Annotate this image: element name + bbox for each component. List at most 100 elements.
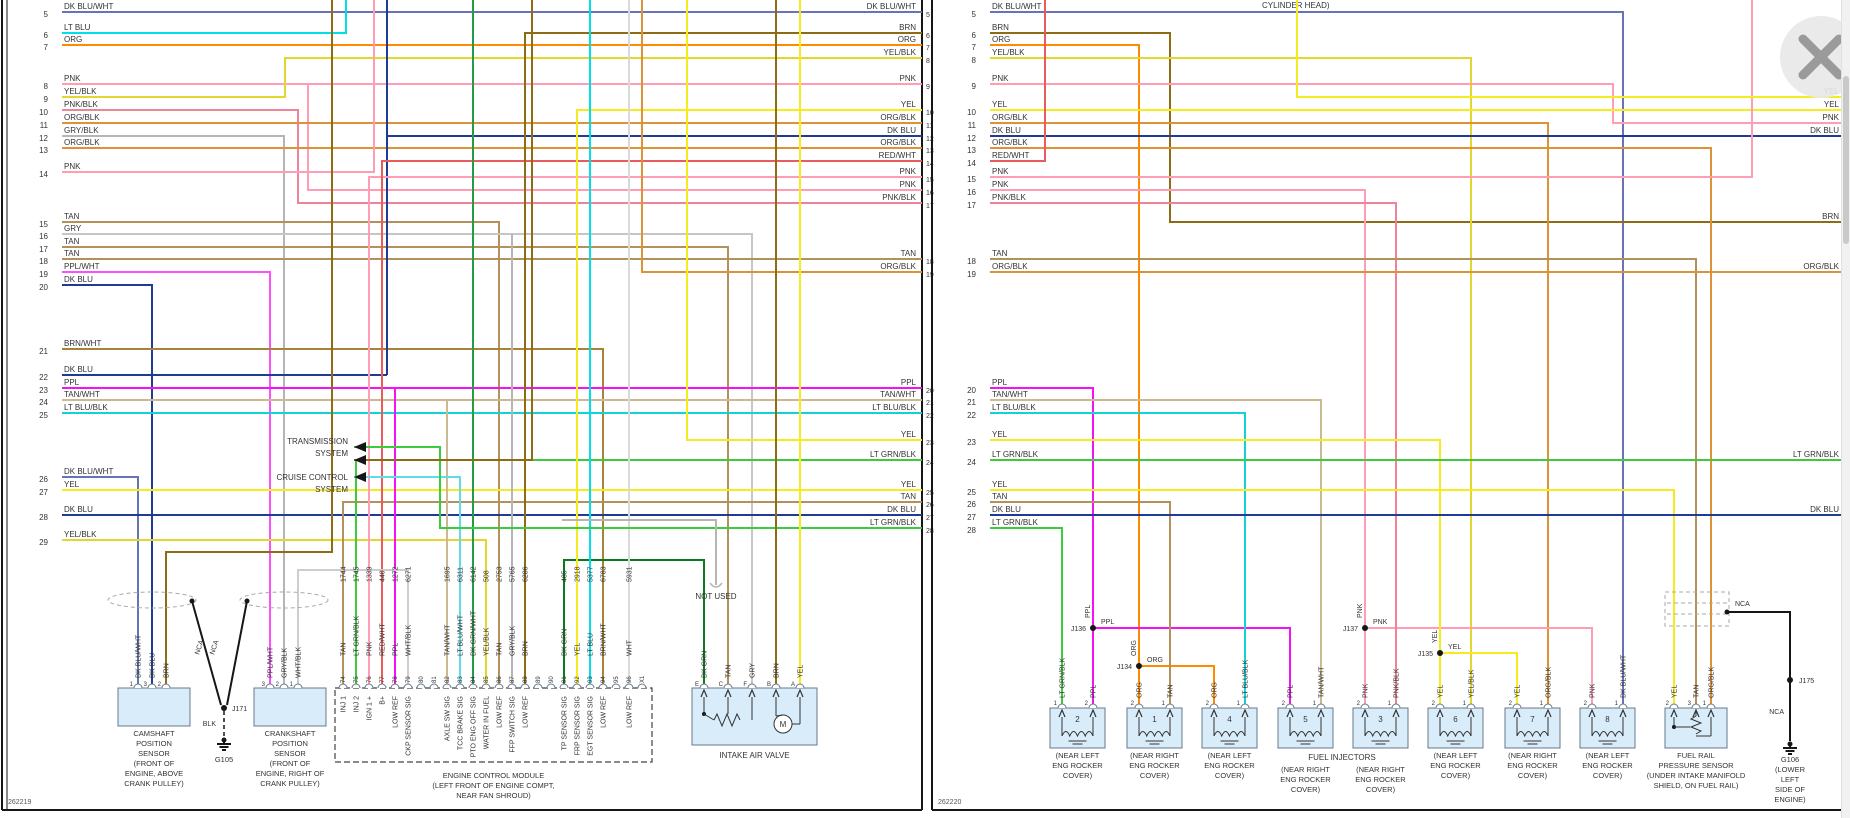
circuit-number: 6142 [471, 566, 478, 582]
coil-icon [1061, 731, 1094, 738]
wire-label: TAN [901, 249, 917, 258]
pin-wire-label: DK BLU [150, 653, 157, 678]
wire-label: RED/WHT [992, 151, 1029, 160]
wire-label: YEL [901, 480, 917, 489]
pin-wire-label: TAN [1168, 685, 1175, 698]
wire-number: 14 [967, 159, 976, 168]
component-caption: SENSOR [274, 749, 306, 758]
coil-icon [1439, 731, 1472, 738]
pin-letter: C [719, 682, 724, 688]
wire-ppl [1093, 627, 1291, 708]
wire-label: DK BLU/WHT [64, 467, 113, 476]
component-caption: (UNDER INTAKE MANIFOLD [1647, 771, 1746, 780]
pin-number: 1 [1540, 701, 1544, 707]
wire-number: 26 [926, 502, 934, 509]
wire-tan [990, 501, 1171, 708]
circuit-number: 1744 [341, 566, 348, 582]
pin-signal-label: AXLE SW SIG [445, 696, 452, 741]
wire-label: DK BLU [992, 126, 1021, 135]
pin-wire-label: ORG/BLK [1709, 667, 1716, 698]
wire-number: 11 [40, 121, 49, 130]
junction-j135 [1437, 650, 1443, 656]
wire-number: 16 [39, 232, 48, 241]
component-caption: COVER) [1215, 771, 1245, 780]
wire-label: DK BLU [992, 505, 1021, 514]
arrow-up-icon [1670, 708, 1678, 718]
wire-gry-blk [562, 519, 717, 585]
wire-number: 16 [926, 190, 934, 197]
wire-label: YEL [992, 430, 1008, 439]
pin-signal-label: FRP SENSOR SIG [575, 696, 582, 755]
wire-label: TAN [992, 249, 1008, 258]
wire-label: YEL [992, 480, 1008, 489]
component-caption: ENGINE CONTROL MODULE [443, 771, 544, 780]
pin-notch [1706, 703, 1716, 709]
pin-wire-label: GRY/BLK [282, 647, 289, 678]
wire-brn [165, 0, 333, 688]
potentiometer-icon [713, 712, 741, 728]
motor-letter: M [780, 720, 787, 729]
diagram-page-right: CYLINDER HEAD) 5 DK BLU/WHT 6 BRN 7 ORG 8 YEL/BL… [931, 0, 1850, 811]
pin-wire-label: TAN [497, 643, 504, 656]
component-caption: INTAKE AIR VALVE [719, 751, 789, 760]
pin-wire-label: BRN [523, 641, 530, 656]
scrollbar[interactable] [1841, 0, 1850, 818]
pin-notch [598, 683, 608, 689]
wire-org-blk [641, 0, 922, 273]
arrow-up-icon [1210, 708, 1218, 718]
wire-label: PPL [992, 378, 1008, 387]
wire-label: ORG/BLK [880, 138, 916, 147]
wire-label: PPL [901, 378, 917, 387]
pin-signal-label: LOW REF [393, 696, 400, 728]
wire-red-wht [990, 0, 1046, 162]
wire-label: ORG/BLK [1803, 262, 1839, 271]
junction-label: J134 [1117, 664, 1132, 671]
pin-number: 85 [484, 676, 490, 683]
pin-number: 2 [1357, 701, 1361, 707]
nca-label: NCA [1735, 601, 1750, 608]
wire-label: TAN/WHT [992, 390, 1028, 399]
wire-number: 27 [39, 488, 48, 497]
circuit-number: 1272 [393, 566, 400, 582]
pin-wire-label: PPL [1091, 685, 1098, 698]
wire-tan [62, 246, 729, 688]
pin-number: 96 [627, 676, 633, 683]
wire-label: YEL/BLK [64, 530, 97, 539]
pin-number: X1 [640, 675, 646, 683]
wire-number: 28 [967, 526, 976, 535]
pin-number: 75 [354, 676, 360, 683]
pin-notch [520, 683, 530, 689]
pin-wire-label: RED/WHT [380, 623, 387, 656]
wire-number: 23 [39, 386, 48, 395]
pin-wire-label: LT BLU [588, 633, 595, 656]
component-caption: CAMSHAFT [133, 729, 175, 738]
arrow-up-icon [724, 688, 732, 698]
pin-wire-label: ORG/BLK [1546, 667, 1553, 698]
wire-number: 7 [926, 45, 930, 52]
coil-icon [1213, 731, 1246, 738]
wire-tan [62, 221, 500, 688]
pin-signal-label: FFP SWITCH SIG [510, 696, 517, 753]
pin-signal-label: CKP SENSOR SIG [406, 696, 413, 756]
pin-number: 1 [290, 682, 294, 688]
arrow-up-icon [1286, 708, 1294, 718]
pin-notch [699, 683, 709, 689]
circuit-number: 5377 [588, 566, 595, 582]
ground-label: ENGINE) [1774, 795, 1806, 804]
pin-signal-label: IGN 1 + [367, 696, 374, 720]
wire-number: 21 [39, 347, 48, 356]
wire-label: DK BLU [1810, 126, 1839, 135]
wire-label: LT GRN/BLK [992, 450, 1039, 459]
wire-label: DK BLU/WHT [992, 2, 1041, 11]
fuel-injector-7 [1504, 707, 1561, 749]
arrow-up-icon [1361, 708, 1369, 718]
component-caption: (NEAR RIGHT [1130, 751, 1179, 760]
scrollbar-thumb[interactable] [1843, 76, 1849, 244]
system-label: SYSTEM [315, 449, 348, 458]
arrow-up-icon [1619, 708, 1627, 718]
wire-pnk [990, 0, 1753, 178]
close-button[interactable] [1780, 16, 1850, 98]
pin-notch [637, 683, 647, 689]
fuel-injector-8 [1579, 707, 1636, 749]
wire-tan [990, 258, 1697, 708]
